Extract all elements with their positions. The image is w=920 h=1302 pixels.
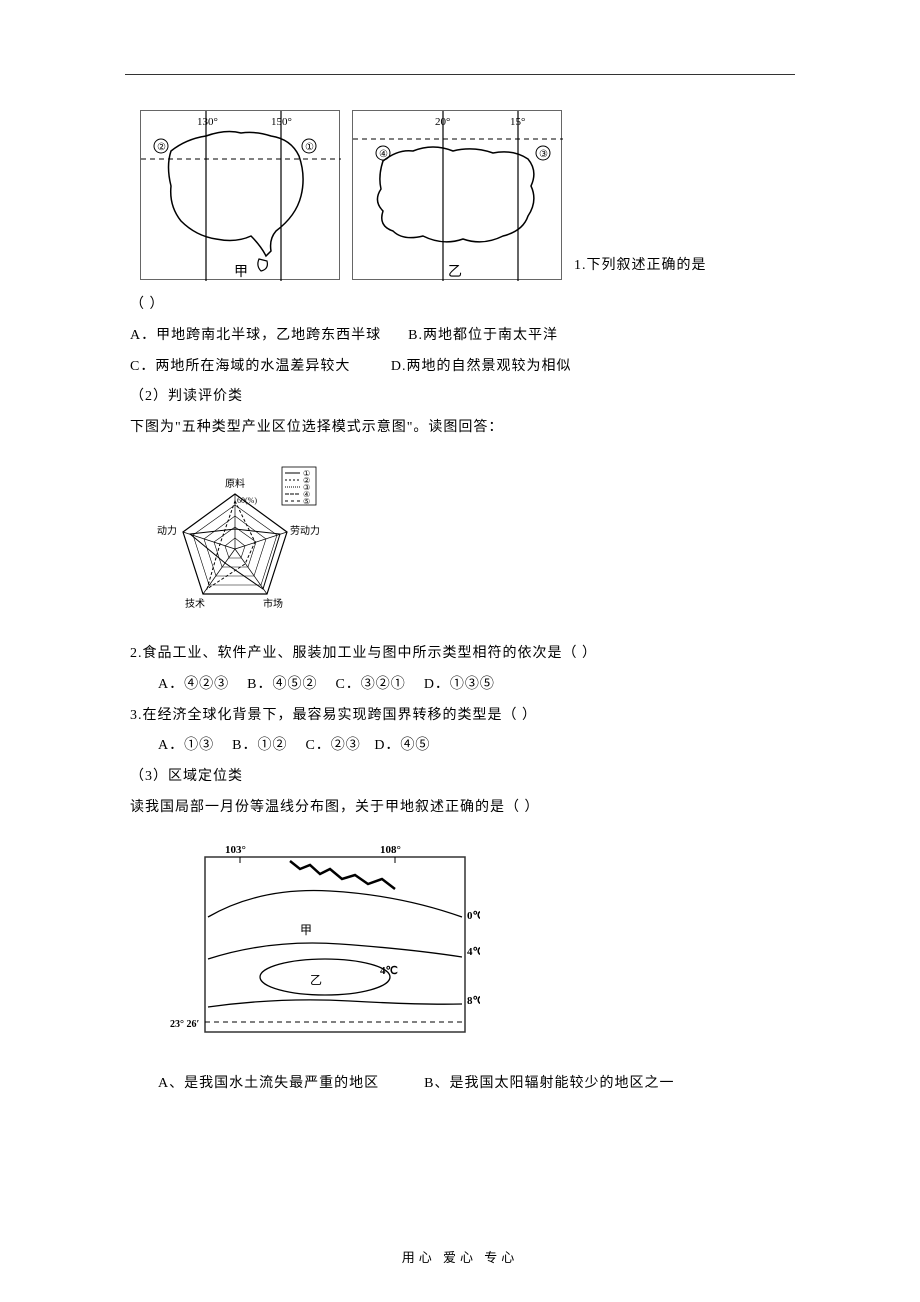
q3-optA: A．①③	[158, 738, 214, 753]
sec2-lead: 下图为"五种类型产业区位选择模式示意图"。读图回答：	[130, 413, 790, 444]
map-yi: 20° 15° ④ ③ 乙	[352, 110, 562, 280]
pent-v-top: 原料	[225, 477, 245, 490]
q2-optC: C．③②①	[335, 677, 405, 692]
q3-optC: C．②③	[305, 738, 360, 753]
iso-label-jia: 甲	[300, 923, 312, 937]
q1-optA: A．甲地跨南北半球，乙地跨东西半球	[130, 328, 381, 343]
map-jia: 130° 150° ② ① 甲	[140, 110, 340, 280]
map1-lon1: 130°	[197, 116, 218, 128]
iso-t0: 0℃	[467, 910, 480, 922]
q1-row-cd: C．两地所在海域的水温差异较大 D.两地的自然景观较为相似	[130, 352, 790, 383]
iso-lon1: 103°	[225, 844, 246, 856]
q1-row-ab: A．甲地跨南北半球，乙地跨东西半球 B.两地都位于南太平洋	[130, 321, 790, 352]
map2-lon2: 15°	[510, 116, 525, 128]
map1-marker1: ①	[305, 142, 314, 153]
iso-lat: 23° 26′	[170, 1019, 199, 1030]
q2-optB: B．④⑤②	[247, 677, 317, 692]
iso-lon2: 108°	[380, 844, 401, 856]
pent-v-left: 动力	[157, 524, 177, 537]
q1-suffix: 1.下列叙述正确的是	[574, 252, 707, 280]
map2-marker3: ③	[539, 149, 548, 160]
pent-ring-60: 60(%)	[237, 496, 257, 505]
map1-lon2: 150°	[271, 116, 292, 128]
iso-t4b: 4℃	[380, 965, 398, 977]
map1-marker2: ②	[157, 142, 166, 153]
q1-optD: D.两地的自然景观较为相似	[391, 359, 572, 374]
q4-optA: A、是我国水土流失最严重的地区	[158, 1076, 379, 1091]
q3-optB: B．①②	[232, 738, 287, 753]
map2-label: 乙	[448, 264, 462, 280]
q2-optA: A．④②③	[158, 677, 229, 692]
q2-optD: D．①③⑤	[424, 677, 495, 692]
iso-t4a: 4℃	[467, 946, 480, 958]
page-top-line	[125, 74, 795, 75]
pent-v-br: 市场	[263, 597, 283, 610]
q3-optD: D．④⑤	[374, 738, 430, 753]
iso-t8: 8℃	[467, 995, 480, 1007]
q1-optB: B.两地都位于南太平洋	[408, 328, 558, 343]
q3-options: A．①③ B．①② C．②③ D．④⑤	[130, 731, 790, 762]
q1-paren: （ ）	[130, 290, 790, 321]
sec3-title: （3）区域定位类	[130, 762, 790, 793]
map1-label: 甲	[234, 265, 248, 280]
leg5: ⑤	[303, 497, 310, 506]
pentagon-chart: 原料 劳动力 市场 技术 动力 60(%) ① ② ③ ④ ⑤	[150, 459, 320, 629]
q2-options: A．④②③ B．④⑤② C．③②① D．①③⑤	[130, 670, 790, 701]
figures-row-1: 130° 150° ② ① 甲 20° 15° ④ ③ 乙 1.下列叙述	[130, 110, 790, 280]
q4-optB: B、是我国太阳辐射能较少的地区之一	[424, 1076, 674, 1091]
isotherm-chart: 103° 108° 0℃ 4℃ 4℃ 8℃ 甲 乙 23° 26′	[170, 839, 480, 1049]
q3-stem: 3.在经济全球化背景下，最容易实现跨国界转移的类型是（ ）	[130, 701, 790, 732]
page-footer: 用心 爱心 专心	[0, 1247, 920, 1266]
q4-options: A、是我国水土流失最严重的地区 B、是我国太阳辐射能较少的地区之一	[130, 1069, 790, 1100]
map2-lon1: 20°	[435, 116, 450, 128]
sec3-lead: 读我国局部一月份等温线分布图，关于甲地叙述正确的是（ ）	[130, 793, 790, 824]
pent-v-right: 劳动力	[290, 524, 320, 537]
q2-stem: 2.食品工业、软件产业、服装加工业与图中所示类型相符的依次是（ ）	[130, 639, 790, 670]
iso-label-yi: 乙	[310, 973, 322, 987]
q1-optC: C．两地所在海域的水温差异较大	[130, 359, 350, 374]
sec2-title: （2）判读评价类	[130, 382, 790, 413]
pent-v-bl: 技术	[185, 597, 205, 610]
